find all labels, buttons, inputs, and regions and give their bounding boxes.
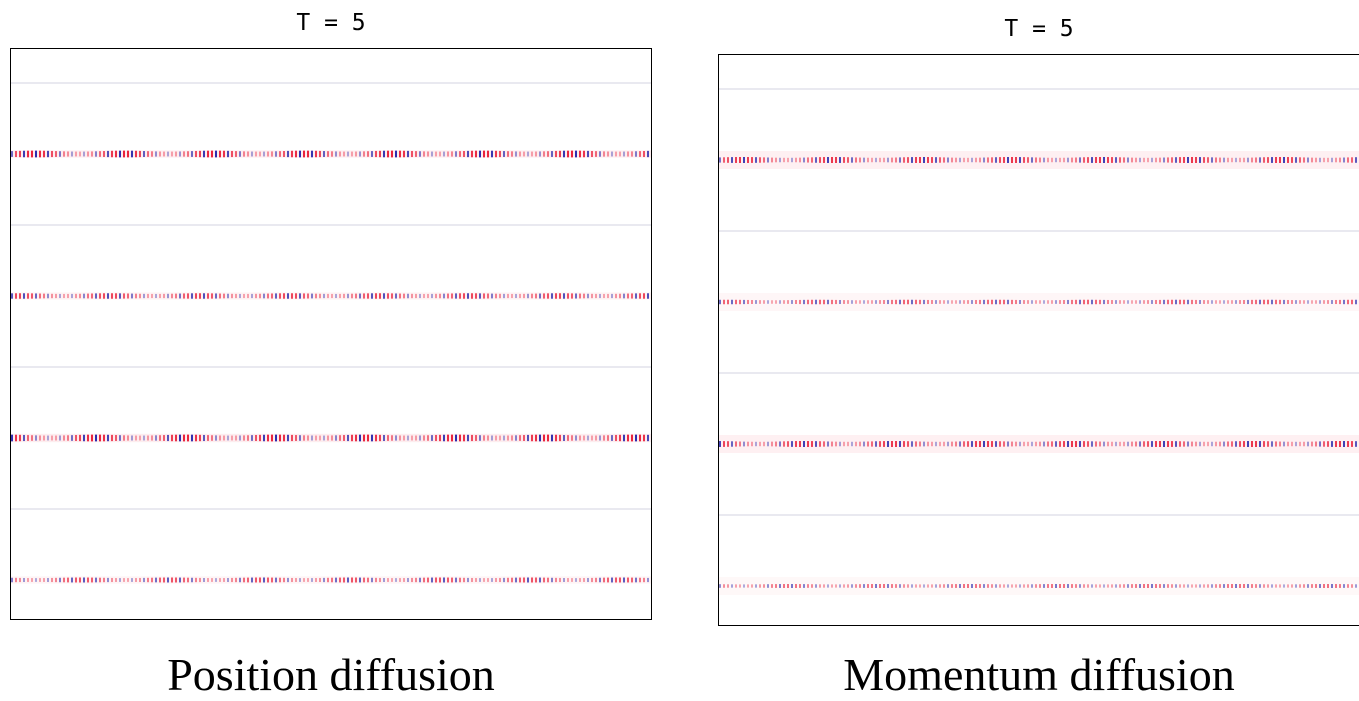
panel-caption: Momentum diffusion: [843, 649, 1235, 700]
faint-row-line: [11, 224, 651, 226]
faint-row-line: [11, 82, 651, 84]
heat-band: [719, 584, 1357, 588]
faint-row-line: [719, 230, 1359, 232]
faint-row-line: [719, 514, 1359, 516]
faint-row-line: [719, 88, 1359, 90]
chart-title: T = 5: [1004, 16, 1074, 42]
faint-row-line: [11, 366, 651, 368]
heatmap-frame: [718, 54, 1359, 626]
heatmap-plot: [11, 82, 651, 584]
heat-band: [719, 151, 1359, 169]
faint-row-line: [719, 372, 1359, 374]
heat-band: [11, 292, 651, 300]
heatmap-plot: [719, 88, 1359, 588]
heat-band: [11, 433, 651, 443]
panel-caption: Position diffusion: [167, 649, 495, 700]
faint-row-line: [11, 508, 651, 510]
heat-band: [719, 293, 1359, 311]
heatmap-frame: [10, 48, 652, 620]
heat-band: [11, 576, 651, 584]
chart-title: T = 5: [296, 10, 366, 36]
heat-band: [11, 150, 651, 158]
heat-band: [719, 435, 1359, 453]
